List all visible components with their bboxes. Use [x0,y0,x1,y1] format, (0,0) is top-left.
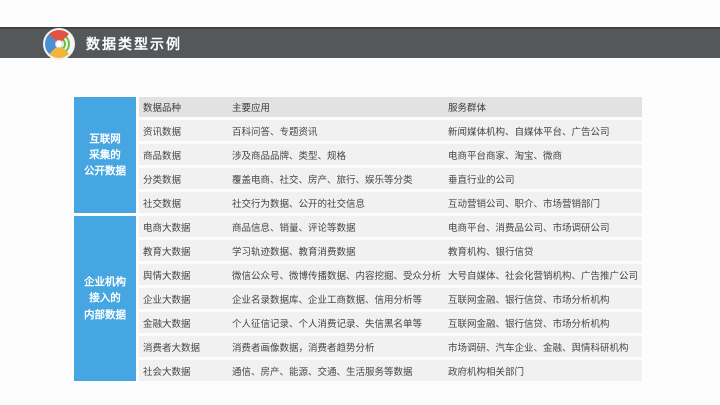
table-row: 社会大数据 通信、房产、能源、交通、生活服务等数据 政府机构相关部门 [139,360,642,381]
cell-group: 市场调研、汽车企业、金融、舆情科研机构 [448,342,629,354]
cell-group: 政府机构相关部门 [448,366,525,378]
cell-group: 大号自媒体、社会化营销机构、广告推广公司 [448,270,639,282]
cell-type: 金融大数据 [143,318,191,330]
side-label-line: 公开数据 [84,165,126,178]
column-header-app: 主要应用 [232,103,271,114]
side-section-public-data: 互联网 采集的 公开数据 [74,97,136,213]
side-label-line: 互联网 [89,132,121,145]
cell-type: 资讯数据 [143,126,182,138]
cell-group: 互联网金融、银行信贷、市场分析机构 [448,294,610,306]
slide-title: 数据类型示例 [86,35,182,52]
cell-type: 商品数据 [143,150,182,162]
table-row: 资讯数据 百科问答、专题资讯 新闻媒体机构、自媒体平台、广告公司 [139,120,642,141]
cell-type: 社会大数据 [143,366,191,378]
side-label-line: 内部数据 [84,308,126,321]
table-row: 舆情大数据 微信公众号、微博传播数据、内容挖掘、受众分析 大号自媒体、社会化营销… [139,264,642,285]
pinwheel-signal-icon [43,27,75,60]
cell-app: 通信、房产、能源、交通、生活服务等数据 [232,366,413,378]
cell-group: 互联网金融、银行信贷、市场分析机构 [448,318,610,330]
cell-group: 教育机构、银行信贷 [448,246,534,258]
cell-type: 舆情大数据 [143,270,191,282]
table-row: 金融大数据 个人征信记录、个人消费记录、失信黑名单等 互联网金融、银行信贷、市场… [139,312,642,333]
cell-app: 百科问答、专题资讯 [232,126,318,138]
cell-app: 社交行为数据、公开的社交信息 [232,198,366,210]
cell-app: 个人征信记录、个人消费记录、失信黑名单等 [232,318,423,330]
cell-app: 微信公众号、微博传播数据、内容挖掘、受众分析 [232,270,442,282]
data-type-table: 互联网 采集的 公开数据 企业机构 接入的 内部数据 数据品种 主要应用 服务群… [74,97,642,381]
column-header-type: 数据品种 [143,103,182,114]
table-row: 社交数据 社交行为数据、公开的社交信息 互动营销公司、职介、市场营销部门 [139,192,642,213]
cell-app: 企业名录数据库、企业工商数据、信用分析等 [232,294,423,306]
table-row: 分类数据 覆盖电商、社交、房产、旅行、娱乐等分类 垂直行业的公司 [139,168,642,189]
cell-type: 社交数据 [143,198,182,210]
cell-app: 学习轨迹数据、教育消费数据 [232,246,356,258]
cell-type: 教育大数据 [143,246,191,258]
table-row: 电商大数据 商品信息、销量、评论等数据 电商平台、消费品公司、市场调研公司 [139,216,642,237]
cell-type: 消费者大数据 [143,342,201,354]
cell-app: 消费者画像数据，消费者趋势分析 [232,342,375,354]
cell-group: 电商平台商家、淘宝、微商 [448,150,563,162]
table-row: 企业大数据 企业名录数据库、企业工商数据、信用分析等 互联网金融、银行信贷、市场… [139,288,642,309]
column-header-row: 数据品种 主要应用 服务群体 [139,97,642,117]
signal-arc-icon [48,32,70,55]
table-row: 教育大数据 学习轨迹数据、教育消费数据 教育机构、银行信贷 [139,240,642,261]
signal-arc-icon [52,36,66,51]
table-row: 商品数据 涉及商品品牌、类型、规格 电商平台商家、淘宝、微商 [139,144,642,165]
side-label-line: 企业机构 [84,276,126,289]
table-side-column: 互联网 采集的 公开数据 企业机构 接入的 内部数据 [74,97,136,381]
cell-group: 互动营销公司、职介、市场营销部门 [448,198,601,210]
cell-app: 涉及商品品牌、类型、规格 [232,150,347,162]
title-bar: 数据类型示例 [0,27,720,60]
cell-group: 电商平台、消费品公司、市场调研公司 [448,222,610,234]
cell-app: 商品信息、销量、评论等数据 [232,222,356,234]
cell-group: 垂直行业的公司 [448,174,515,186]
side-label-line: 采集的 [89,148,121,161]
cell-type: 企业大数据 [143,294,191,306]
cell-type: 分类数据 [143,174,182,186]
column-header-group: 服务群体 [448,103,487,114]
side-label-line: 接入的 [89,292,121,305]
cell-app: 覆盖电商、社交、房产、旅行、娱乐等分类 [232,174,413,186]
side-section-internal-data: 企业机构 接入的 内部数据 [74,216,136,381]
table-rows: 数据品种 主要应用 服务群体 资讯数据 百科问答、专题资讯 新闻媒体机构、自媒体… [139,97,642,381]
table-row: 消费者大数据 消费者画像数据，消费者趋势分析 市场调研、汽车企业、金融、舆情科研… [139,336,642,357]
logo-center-dot [56,40,62,47]
cell-type: 电商大数据 [143,222,191,234]
cell-group: 新闻媒体机构、自媒体平台、广告公司 [448,126,610,138]
